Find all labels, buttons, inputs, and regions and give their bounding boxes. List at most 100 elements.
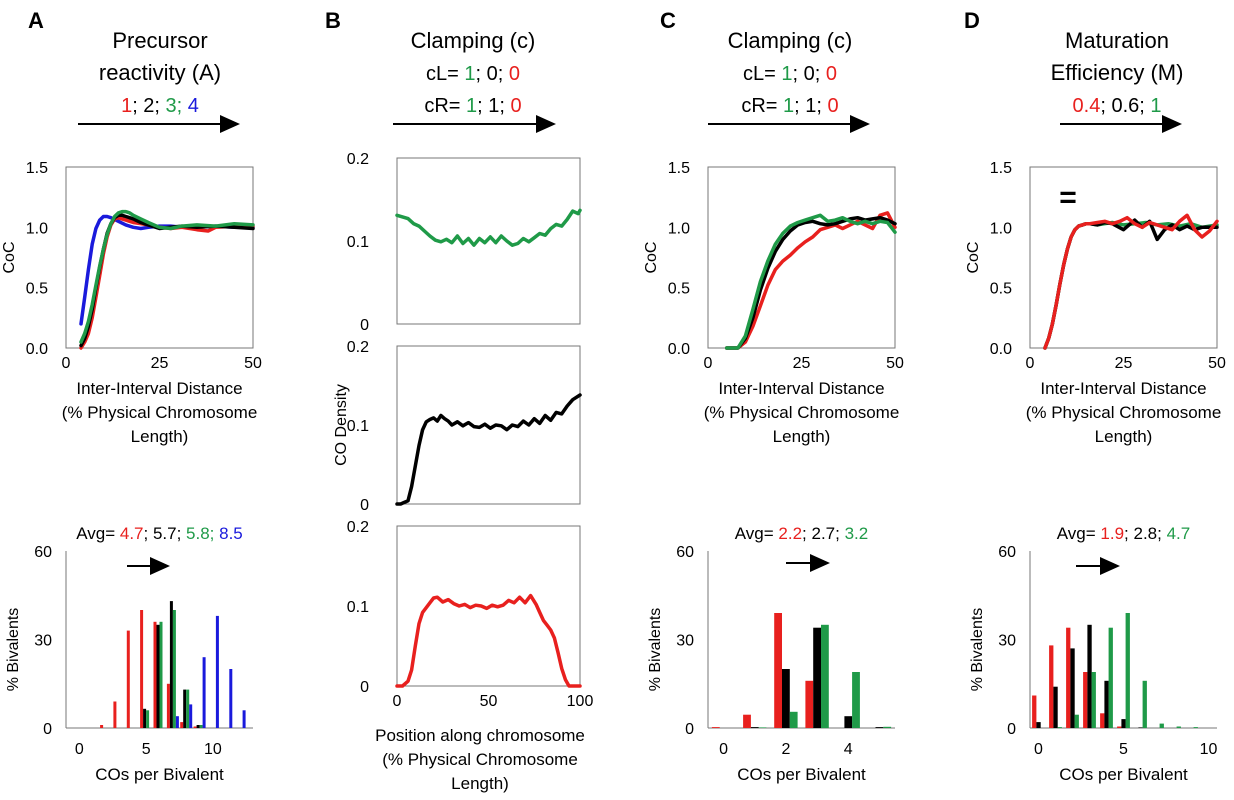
bar-chart-D-bar-black-5 <box>1121 719 1126 728</box>
co-density-chart-series-black <box>395 393 582 506</box>
coc-chart-D-ytick-3: 1.5 <box>990 160 1012 177</box>
bar-chart-A-bar-green-6 <box>159 621 163 728</box>
panel-letter-A: A <box>28 8 44 33</box>
bar-chart-D-bar-green-1 <box>1057 727 1062 728</box>
coc-chart-A-xlabel-1: (% Physical Chromosome <box>62 403 258 422</box>
panel-params-C-0-seg-2: ; 0; <box>793 63 826 85</box>
coc-chart-C-frame <box>707 166 896 349</box>
coc-chart-D-xtick-2: 50 <box>1208 355 1226 372</box>
coc-chart-C-ylabel: CoC <box>643 241 660 273</box>
bar-chart-C-xlabel: COs per Bivalent <box>737 765 866 784</box>
coc-chart-D-annotation: = <box>1059 181 1077 214</box>
bar-chart-C-xtick-0: 0 <box>719 741 728 758</box>
coc-chart-C-series-black <box>724 215 897 350</box>
bar-chart-D-bar-black-6 <box>1138 727 1143 728</box>
header-arrow-D-head <box>1162 115 1182 133</box>
panel-params-A-0: 1; 2; 3; 4 <box>121 95 199 117</box>
bar-chart-C-bar-black-1 <box>750 727 759 728</box>
bar-chart-C-bar-black-2 <box>782 669 790 728</box>
bar-chart-D-avg-seg-1: 1.9 <box>1100 524 1124 543</box>
coc-chart-A-ytick-1: 0.5 <box>26 281 48 298</box>
bar-chart-A-arrow-head <box>150 557 170 575</box>
co-density-chart-xlabel-2: Length) <box>451 774 509 793</box>
bar-chart-A-bar-green-7 <box>172 610 176 728</box>
coc-chart-D-series-red <box>1043 213 1219 350</box>
panel-params-C-1-seg-3: 0 <box>828 95 839 117</box>
coc-chart-D-ylabel: CoC <box>965 241 982 273</box>
co-density-chart-xtick-1: 50 <box>480 693 498 710</box>
bar-chart-D-bar-red-4 <box>1100 713 1105 729</box>
bar-chart-D-bar-red-3 <box>1083 672 1088 728</box>
bar-chart-C-bar-red-1 <box>743 714 751 728</box>
co-density-chart-1-ytick-2: 0.2 <box>347 339 369 356</box>
coc-chart-A-xtick-0: 0 <box>62 355 71 372</box>
bar-chart-A-xtick-2: 10 <box>204 741 222 758</box>
bar-chart-C-bar-green-1 <box>758 727 767 728</box>
bar-chart-A-bar-black-6 <box>156 624 160 729</box>
co-density-chart-0-ytick-0: 0 <box>360 317 369 334</box>
coc-chart-A-frame <box>65 166 254 349</box>
panel-params-C-0-seg-0: cL= <box>743 63 781 85</box>
panel-params-B-0-seg-0: cL= <box>426 63 464 85</box>
bar-chart-A-xtick-1: 5 <box>142 741 151 758</box>
panel-title-A-0: Precursor <box>112 28 207 53</box>
co-density-chart-1-ytick-1: 0.1 <box>347 418 369 435</box>
bar-chart-D-ytick-1: 30 <box>998 633 1016 650</box>
bar-chart-A-bar-blue-9 <box>202 657 206 728</box>
header-arrow-A-head <box>220 115 240 133</box>
bar-chart-A-bar-green-8 <box>186 689 190 728</box>
bar-chart-C-bar-green-3 <box>821 624 829 729</box>
coc-chart-C-xtick-2: 50 <box>886 355 904 372</box>
panel-title-C-0: Clamping (c) <box>728 28 853 53</box>
bar-chart-C-avg: Avg= 2.2; 2.7; 3.2 <box>735 524 868 543</box>
panel-title-D-0: Maturation <box>1065 28 1169 53</box>
bar-chart-A-bar-red-5 <box>140 610 144 728</box>
panel-params-B-1-seg-2: ; 1; <box>477 95 510 117</box>
bar-chart-C-bar-red-3 <box>805 680 814 728</box>
bar-chart-C-avg-seg-2: ; 2.7; <box>802 524 845 543</box>
bar-chart-D-bar-green-5 <box>1125 613 1130 728</box>
bar-chart-A-bar-blue-11 <box>229 669 233 728</box>
bar-chart-D-bar-black-1 <box>1053 686 1058 728</box>
coc-chart-C-series-green <box>724 213 897 350</box>
coc-chart-D-xtick-0: 0 <box>1026 355 1035 372</box>
bar-chart-C-bar-black-3 <box>813 627 821 728</box>
co-density-chart-frame-0 <box>396 157 581 325</box>
panel-params-C-1-seg-2: ; 1; <box>794 95 827 117</box>
coc-chart-A-ylabel: CoC <box>1 241 18 273</box>
bar-chart-A-ytick-2: 60 <box>34 544 52 561</box>
bar-chart-D-bar-green-3 <box>1091 672 1096 728</box>
bar-chart-D-bar-green-2 <box>1074 714 1079 728</box>
bar-chart-A-bar-black-7 <box>169 601 173 728</box>
coc-chart-D-frame <box>1029 166 1218 349</box>
bar-chart-A-ytick-0: 0 <box>43 721 52 738</box>
bar-chart-D-bar-green-6 <box>1142 680 1147 728</box>
bar-chart-A-avg-seg-3: 5.8; <box>186 524 214 543</box>
coc-chart-D-xlabel-2: Length) <box>1095 427 1153 446</box>
bar-chart-D-bar-green-8 <box>1176 726 1181 728</box>
bar-chart-C-ytick-0: 0 <box>685 721 694 738</box>
bar-chart-D-bar-green-4 <box>1108 627 1113 728</box>
bar-chart-C-bar-black-4 <box>844 716 853 728</box>
panel-title-A-0-seg-0: Precursor <box>112 28 207 53</box>
bar-chart-A-bar-red-8 <box>180 722 184 728</box>
coc-chart-C-ytick-2: 1.0 <box>668 220 690 237</box>
coc-chart-C-series-red <box>724 211 897 350</box>
bar-chart-A-bar-black-9 <box>196 725 200 728</box>
bar-chart-A-avg-seg-0: Avg= <box>76 524 120 543</box>
panel-title-D-1: Efficiency (M) <box>1051 60 1184 85</box>
bar-chart-A-bar-green-5 <box>146 710 150 728</box>
bar-chart-A-bar-red-4 <box>126 630 130 728</box>
bar-chart-C-bar-green-2 <box>789 711 798 728</box>
bar-chart-A-bar-green-9 <box>199 725 203 728</box>
header-arrow-B-head <box>536 115 556 133</box>
bar-chart-A-bar-red-6 <box>153 621 157 728</box>
bar-chart-C-xtick-1: 2 <box>781 741 790 758</box>
panel-params-B-0: cL= 1; 0; 0 <box>426 63 520 85</box>
panel-letter-D: D <box>964 8 980 33</box>
coc-chart-C-ytick-0: 0.0 <box>668 341 690 358</box>
bar-chart-A-bar-red-7 <box>166 683 170 729</box>
bar-chart-D-bar-red-5 <box>1117 726 1122 728</box>
panel-params-C-1-seg-0: cR= <box>741 95 783 117</box>
